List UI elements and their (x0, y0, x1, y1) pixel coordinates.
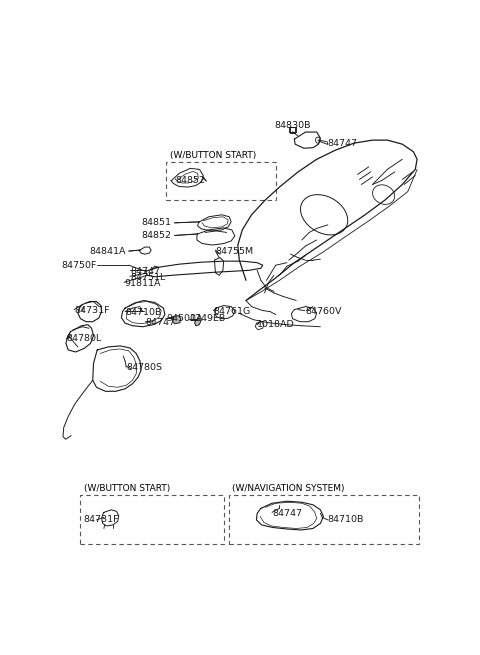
Text: 84755M: 84755M (216, 246, 253, 255)
Text: 84731F: 84731F (74, 306, 109, 315)
Text: 84731F: 84731F (83, 515, 119, 525)
Text: 84851: 84851 (142, 218, 172, 227)
Text: 84780L: 84780L (67, 334, 102, 343)
Text: 84852: 84852 (176, 176, 206, 185)
Text: (W/NAVIGATION SYSTEM): (W/NAVIGATION SYSTEM) (232, 484, 344, 493)
Bar (81, 495, 224, 544)
Text: 1018AD: 1018AD (257, 320, 295, 329)
Bar (166, 162, 276, 200)
Text: 84761G: 84761G (213, 307, 251, 316)
Text: 84747: 84747 (145, 318, 176, 328)
Text: 91811A: 91811A (124, 279, 160, 288)
Text: 84830B: 84830B (274, 121, 311, 130)
Text: 84747: 84747 (272, 509, 302, 518)
Text: 84750F: 84750F (61, 261, 96, 270)
Text: 84747: 84747 (130, 267, 160, 276)
Text: 84852: 84852 (142, 231, 172, 240)
Text: 84751L: 84751L (130, 273, 165, 282)
Text: (W/BUTTON START): (W/BUTTON START) (84, 484, 170, 493)
Bar (229, 495, 419, 544)
Text: 84841A: 84841A (90, 246, 126, 255)
Text: 84780S: 84780S (126, 363, 162, 371)
Polygon shape (172, 316, 181, 324)
Text: 94500A: 94500A (166, 314, 203, 323)
Text: 84760V: 84760V (305, 307, 342, 316)
Polygon shape (195, 319, 201, 326)
Text: 84710B: 84710B (125, 308, 161, 317)
Text: 84747: 84747 (328, 139, 358, 147)
Text: 84710B: 84710B (328, 515, 364, 525)
Text: (W/BUTTON START): (W/BUTTON START) (170, 151, 256, 160)
Text: 1249EB: 1249EB (190, 314, 226, 323)
